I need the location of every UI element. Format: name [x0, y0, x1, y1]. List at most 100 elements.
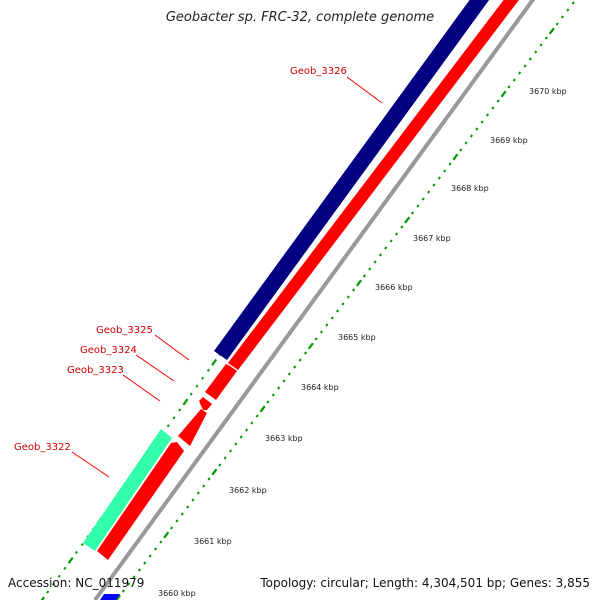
left-tick [63, 566, 67, 570]
right-tick [228, 449, 232, 453]
scale-label-3663: 3663 kbp [265, 434, 303, 443]
right-tick [464, 141, 468, 145]
right-tick [443, 169, 447, 173]
right-tick [500, 90, 507, 98]
leader-geob-3325 [154, 334, 190, 361]
right-tick [560, 15, 565, 19]
right-tick [298, 358, 302, 362]
right-tick [394, 232, 399, 236]
right-tick [287, 372, 291, 376]
left-tick [172, 416, 176, 420]
right-tick [153, 547, 158, 551]
gene-label-geob-3323[interactable]: Geob_3323 [67, 365, 124, 376]
gene-label-geob-3325[interactable]: Geob_3325 [96, 325, 153, 336]
right-tick [518, 71, 522, 75]
left-tick [57, 574, 61, 578]
gene-label-geob-3326[interactable]: Geob_3326 [290, 66, 347, 77]
right-tick [137, 568, 141, 572]
right-tick [378, 253, 383, 257]
right-tick [170, 526, 174, 530]
scale-label-3661: 3661 kbp [194, 537, 232, 546]
right-tick [352, 288, 356, 292]
right-tick [432, 183, 436, 187]
scale-label-3665: 3665 kbp [338, 333, 376, 342]
right-tick [368, 267, 372, 271]
right-tick [234, 442, 238, 446]
backbone-line [92, 0, 538, 600]
right-tick [163, 531, 170, 539]
left-tick [80, 543, 84, 547]
left-tick [67, 556, 74, 564]
gene-label-geob-3322[interactable]: Geob_3322 [14, 442, 71, 453]
scale-label-3667: 3667 kbp [413, 234, 451, 243]
right-tick [259, 405, 266, 413]
right-tick [459, 148, 463, 152]
blue-feature-bar[interactable] [100, 594, 120, 600]
right-tick [293, 365, 297, 369]
right-tick [528, 57, 532, 61]
right-tick [207, 477, 211, 481]
gene-geob-3322-bar[interactable] [97, 442, 184, 560]
right-tick [211, 468, 218, 476]
right-tick [512, 78, 516, 82]
right-tick [384, 246, 388, 250]
right-tick [373, 260, 377, 264]
right-tick [410, 211, 415, 215]
right-tick [427, 190, 431, 194]
right-tick [356, 279, 362, 287]
right-tick [245, 428, 249, 432]
right-tick [325, 323, 329, 327]
right-tick [271, 393, 275, 397]
right-tick [218, 463, 222, 467]
gene-geob-3323-bar[interactable] [178, 409, 207, 446]
right-tick [127, 582, 131, 586]
right-tick [132, 575, 136, 579]
right-tick [282, 379, 286, 383]
right-tick [186, 505, 190, 509]
gene-geob-3326-reverse-bar[interactable] [228, 0, 528, 370]
scale-label-3666: 3666 kbp [375, 283, 413, 292]
right-tick [277, 386, 281, 390]
right-tick [404, 216, 411, 224]
left-tick [178, 408, 182, 412]
left-tick [40, 596, 45, 600]
right-tick [421, 197, 425, 201]
right-tick [196, 491, 200, 495]
right-tick [191, 498, 195, 502]
gene-geob-3326-bar[interactable] [214, 0, 500, 360]
right-tick [571, 1, 575, 5]
right-tick [523, 64, 527, 68]
right-tick [307, 342, 314, 350]
right-tick [480, 120, 484, 124]
right-tick [180, 512, 184, 516]
left-tick [182, 398, 189, 406]
right-tick [175, 519, 179, 523]
right-tick [303, 351, 308, 355]
right-tick [566, 8, 570, 12]
right-tick [555, 22, 559, 26]
right-tick [400, 225, 404, 229]
right-tick [335, 309, 340, 313]
right-tick [491, 106, 495, 110]
gene-label-geob-3324[interactable]: Geob_3324 [80, 345, 137, 356]
right-tick [452, 153, 459, 161]
left-tick [46, 590, 50, 594]
right-tick [341, 302, 345, 306]
gene-geob-3324-bar[interactable] [199, 397, 212, 410]
gene-geob-3325-bar[interactable] [205, 364, 237, 400]
right-tick [330, 316, 334, 320]
right-tick [469, 134, 474, 138]
right-tick [507, 85, 511, 89]
scale-label-3660: 3660 kbp [158, 589, 196, 598]
rna-feature-bar[interactable] [83, 429, 172, 551]
leader-geob-3323 [122, 374, 161, 402]
right-tick [314, 337, 318, 341]
genome-stats-label: Topology: circular; Length: 4,304,501 bp… [260, 576, 590, 590]
right-tick [255, 414, 259, 418]
right-tick [448, 162, 452, 166]
right-tick [485, 113, 490, 117]
right-tick [539, 43, 543, 47]
right-tick [475, 127, 479, 131]
tick-marks [40, 1, 575, 600]
scale-label-3662: 3662 kbp [229, 486, 267, 495]
